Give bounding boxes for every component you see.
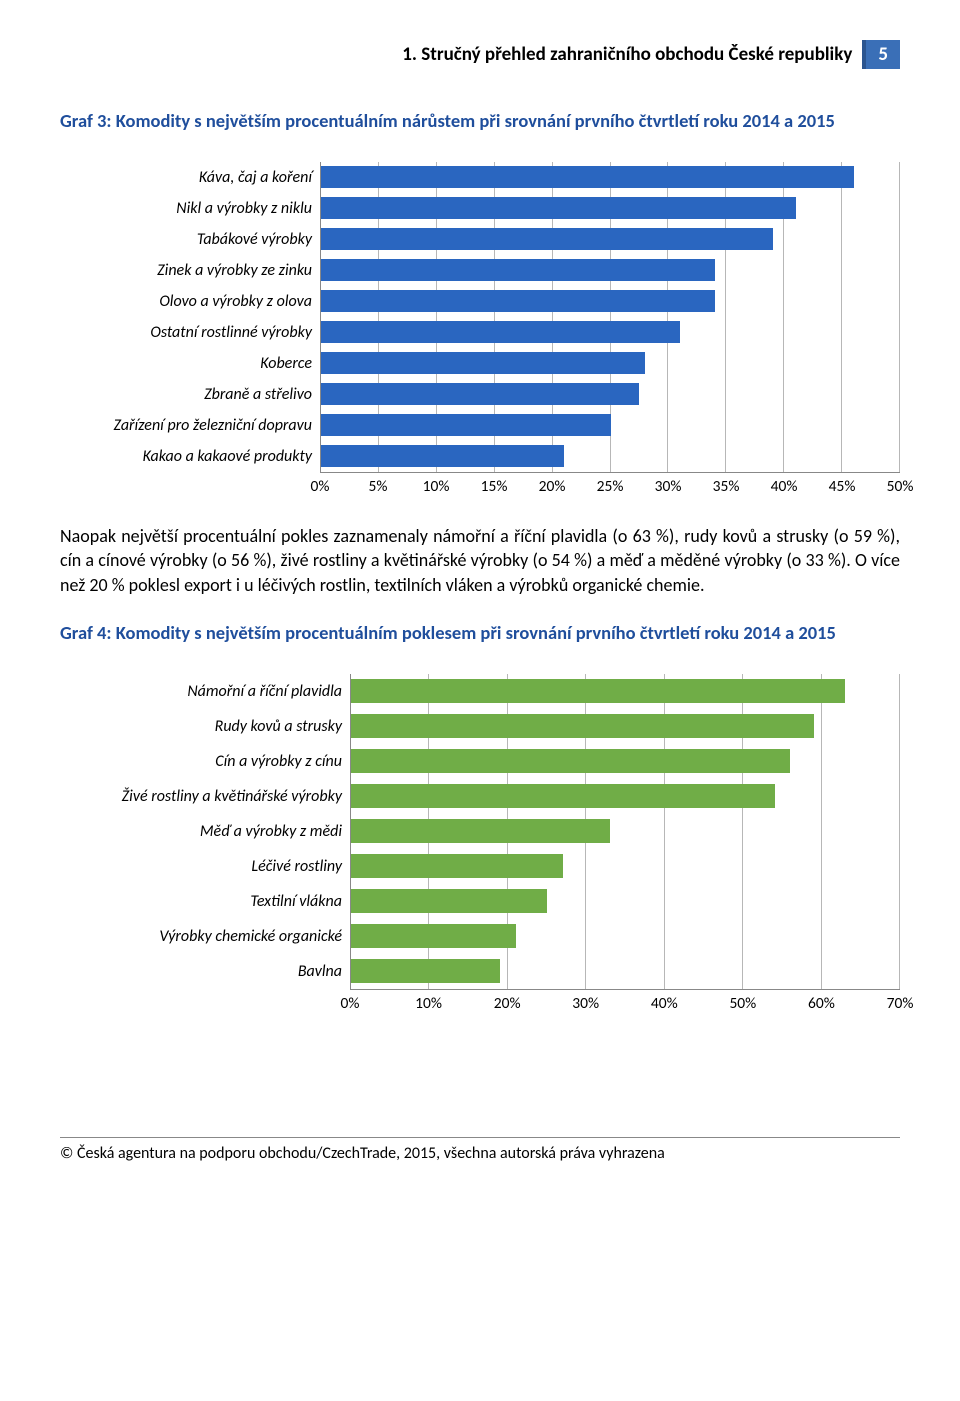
chart-bar: [321, 383, 639, 405]
chart-tick-label: 30%: [572, 994, 599, 1013]
chart-category-label: Rudy kovů a strusky: [60, 709, 350, 744]
chart-category-label: Nikl a výrobky z niklu: [60, 193, 320, 224]
chart-bar: [321, 290, 715, 312]
page-footer: © Česká agentura na podporu obchodu/Czec…: [60, 1137, 900, 1163]
chart-bar: [321, 166, 854, 188]
chart-bar: [351, 784, 775, 808]
chart-tick-label: 10%: [423, 477, 450, 496]
chart-bar: [321, 228, 773, 250]
chart-category-label: Káva, čaj a koření: [60, 162, 320, 193]
body-paragraph-1: Naopak největší procentuální pokles zazn…: [60, 524, 900, 597]
chart-category-label: Cín a výrobky z cínu: [60, 744, 350, 779]
chart-tick-label: 10%: [415, 994, 442, 1013]
chart-tick-label: 40%: [651, 994, 678, 1013]
section-title: 1. Stručný přehled zahraničního obchodu …: [402, 43, 852, 66]
chart-tick-label: 20%: [539, 477, 566, 496]
page-number-badge: 5: [862, 40, 900, 69]
chart-bar: [351, 959, 500, 983]
chart-tick-label: 0%: [341, 994, 360, 1013]
chart-category-label: Tabákové výrobky: [60, 224, 320, 255]
chart-tick-label: 15%: [481, 477, 508, 496]
chart3: Káva, čaj a kořeníNikl a výrobky z niklu…: [60, 162, 900, 500]
chart4-title: Graf 4: Komodity s největším procentuáln…: [60, 621, 900, 646]
chart-tick-label: 45%: [829, 477, 856, 496]
chart-category-label: Bavlna: [60, 954, 350, 989]
chart-tick-label: 50%: [887, 477, 914, 496]
chart-tick-label: 20%: [494, 994, 521, 1013]
chart-bar: [351, 889, 547, 913]
chart-tick-label: 30%: [655, 477, 682, 496]
chart-tick-label: 70%: [887, 994, 914, 1013]
chart-bar: [351, 714, 814, 738]
chart-tick-label: 35%: [713, 477, 740, 496]
chart-category-label: Ostatní rostlinné výrobky: [60, 317, 320, 348]
chart-tick-label: 60%: [808, 994, 835, 1013]
chart-category-label: Kakao a kakaové produkty: [60, 441, 320, 472]
chart-category-label: Námořní a říční plavidla: [60, 674, 350, 709]
chart-bar: [321, 259, 715, 281]
page-header: 1. Stručný přehled zahraničního obchodu …: [60, 40, 900, 69]
chart-bar: [351, 924, 516, 948]
chart-bar: [351, 819, 610, 843]
chart-category-label: Výrobky chemické organické: [60, 919, 350, 954]
chart-category-label: Léčivé rostliny: [60, 849, 350, 884]
chart3-title: Graf 3: Komodity s největším procentuáln…: [60, 109, 900, 134]
chart4: Námořní a říční plavidlaRudy kovů a stru…: [60, 674, 900, 1017]
chart-tick-label: 50%: [729, 994, 756, 1013]
chart-tick-label: 0%: [311, 477, 330, 496]
chart-tick-label: 25%: [597, 477, 624, 496]
chart-bar: [321, 197, 796, 219]
chart-bar: [321, 445, 564, 467]
chart-category-label: Koberce: [60, 348, 320, 379]
chart-bar: [351, 854, 563, 878]
chart-category-label: Zbraně a střelivo: [60, 379, 320, 410]
chart-tick-label: 5%: [369, 477, 388, 496]
chart-category-label: Zinek a výrobky ze zinku: [60, 255, 320, 286]
chart-bar: [351, 679, 845, 703]
chart-bar: [321, 321, 680, 343]
chart-category-label: Měď a výrobky z mědi: [60, 814, 350, 849]
chart-category-label: Živé rostliny a květinářské výrobky: [60, 779, 350, 814]
chart-category-label: Textilní vlákna: [60, 884, 350, 919]
chart-bar: [351, 749, 790, 773]
chart-tick-label: 40%: [771, 477, 798, 496]
chart-category-label: Zařízení pro železniční dopravu: [60, 410, 320, 441]
chart-bar: [321, 414, 611, 436]
chart-category-label: Olovo a výrobky z olova: [60, 286, 320, 317]
chart-bar: [321, 352, 645, 374]
